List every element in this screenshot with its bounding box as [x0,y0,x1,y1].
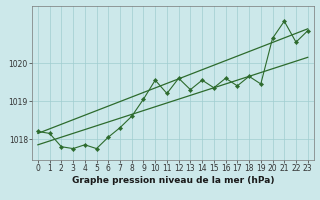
X-axis label: Graphe pression niveau de la mer (hPa): Graphe pression niveau de la mer (hPa) [72,176,274,185]
